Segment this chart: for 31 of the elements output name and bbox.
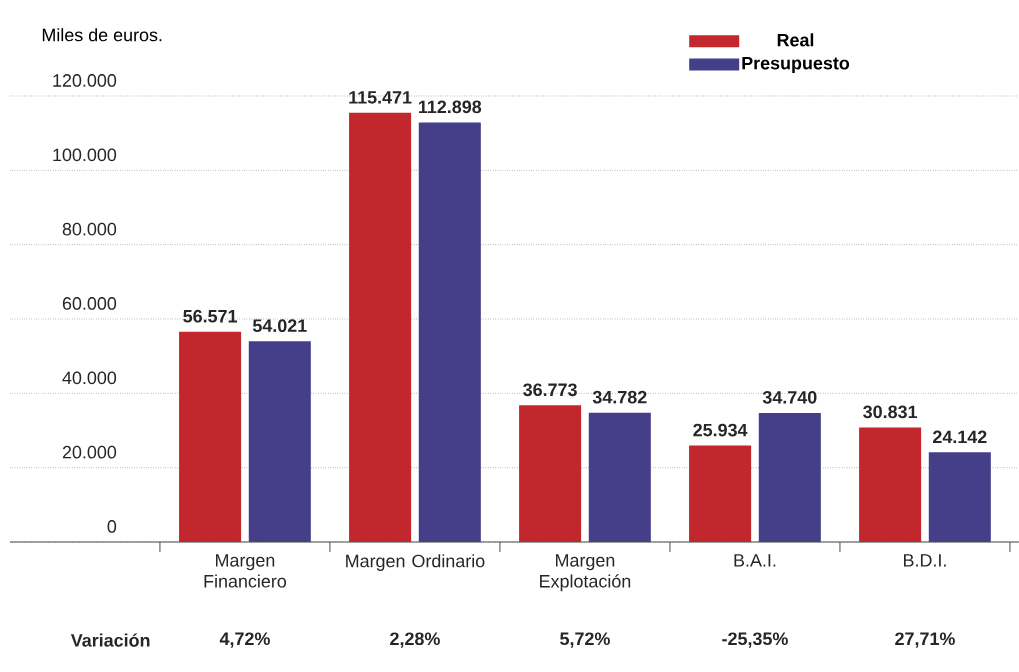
y-tick-label: 0 [107, 520, 117, 533]
data-label: 30.831 [863, 405, 918, 419]
x-tick-label: Margen Ordinario [346, 554, 485, 571]
y-tick-label: 40.000 [62, 371, 117, 385]
x-tick-label: Margen Financiero [204, 554, 287, 588]
x-tick-label: B.A.I. [734, 554, 776, 567]
data-label: 36.773 [523, 383, 577, 397]
x-tick-label: B.D.I. [904, 554, 946, 567]
y-tick-label: 120.000 [53, 74, 117, 87]
y-tick-label: 100.000 [53, 148, 117, 162]
data-label: 115.471 [349, 91, 412, 104]
legend-label: Presupuesto [742, 56, 850, 74]
y-tick-label: 60.000 [62, 297, 117, 310]
y-tick-label: 80.000 [62, 222, 117, 236]
text: -25,35% [722, 632, 788, 648]
data-label: 34.782 [592, 390, 647, 404]
data-label: 54.021 [252, 319, 307, 333]
text: 5,72% [560, 632, 610, 648]
text: 4,72% [219, 632, 270, 648]
text: 2,28% [390, 632, 440, 648]
data-label: 34.740 [762, 390, 817, 404]
data-label: 24.142 [933, 430, 987, 444]
text: 27,71% [895, 632, 955, 648]
y-axis-title: Miles de euros. [42, 28, 162, 42]
legend-label: Real [777, 33, 814, 47]
x-tick-label: Margen Explotación [540, 554, 631, 592]
data-label: 112.898 [419, 100, 482, 114]
data-label: 25.934 [693, 423, 748, 437]
y-tick-label: 20.000 [62, 445, 117, 459]
text: Variación [70, 633, 150, 647]
data-label: 56.571 [183, 309, 238, 323]
